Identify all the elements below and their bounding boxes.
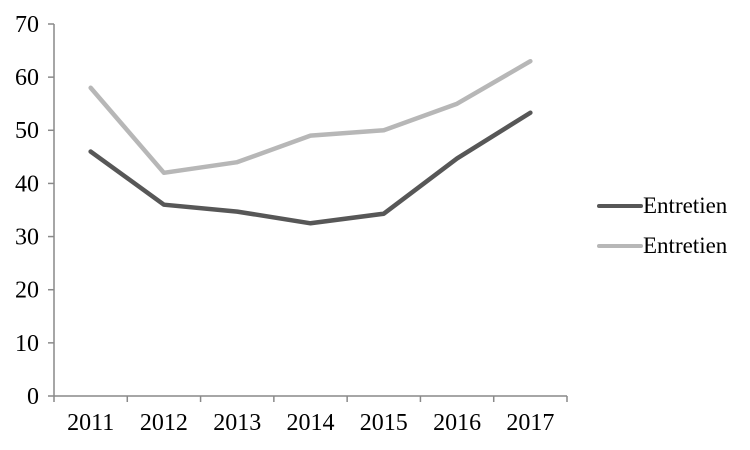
y-axis-tick-label: 0 [27, 384, 39, 410]
series-line-entretien [88, 110, 533, 226]
legend-label: Entretien [643, 193, 728, 218]
x-axis-tick-label: 2017 [506, 410, 554, 436]
legend-entry: Entretien [597, 193, 727, 219]
series-line-entretien [88, 58, 533, 176]
legend-line-swatch [597, 244, 643, 248]
x-axis-tick-label: 2011 [67, 410, 114, 436]
y-axis-tick-label: 20 [15, 278, 39, 304]
y-axis-tick-label: 70 [15, 12, 39, 38]
x-axis-tick-label: 2016 [433, 410, 481, 436]
legend: Entretien Entretien [597, 193, 727, 259]
x-axis-tick-label: 2014 [287, 410, 335, 436]
y-axis-tick-label: 40 [15, 171, 39, 197]
y-axis-tick-label: 10 [15, 331, 39, 357]
x-axis-tick-label: 2013 [213, 410, 261, 436]
y-axis-tick-label: 60 [15, 65, 39, 91]
legend-line-swatch [597, 204, 643, 208]
x-axis-tick-label: 2012 [140, 410, 188, 436]
y-axis-tick-label: 50 [15, 118, 39, 144]
y-axis-tick-label: 30 [15, 224, 39, 250]
x-axis-tick-label: 2015 [360, 410, 408, 436]
legend-entry: Entretien [597, 233, 727, 259]
legend-label: Entretien [643, 233, 728, 258]
